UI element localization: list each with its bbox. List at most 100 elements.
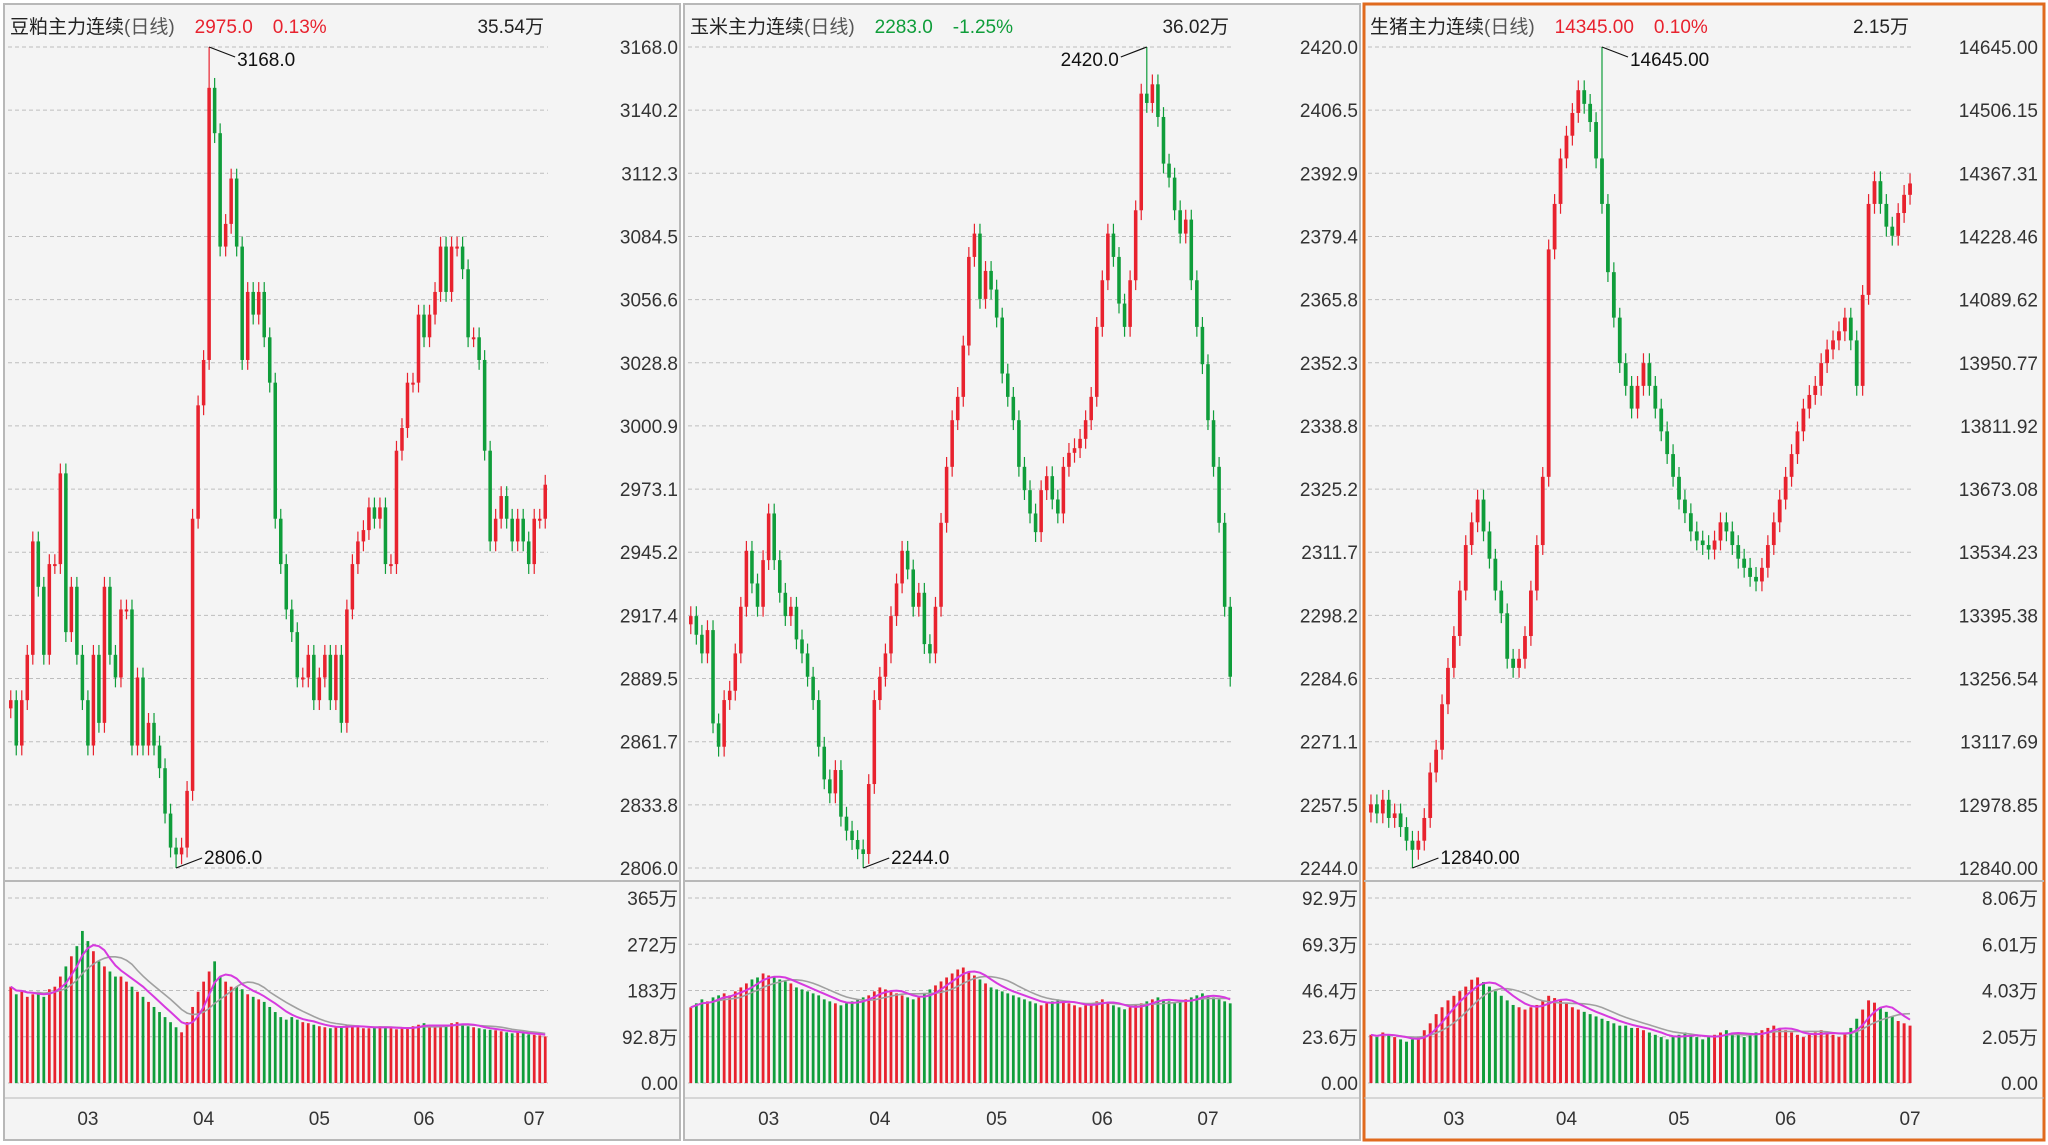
volume-bar bbox=[516, 1032, 520, 1083]
candle-body bbox=[1641, 363, 1646, 386]
candle-body bbox=[1446, 667, 1450, 705]
volume-bar bbox=[1665, 1039, 1669, 1083]
candle-body bbox=[1033, 513, 1038, 533]
volume-bar bbox=[328, 1028, 332, 1083]
volume-bar bbox=[9, 986, 13, 1083]
volume-bar bbox=[789, 983, 793, 1083]
candle-body bbox=[1178, 210, 1182, 234]
candle-body bbox=[471, 337, 476, 340]
volume-bar bbox=[1559, 1000, 1563, 1083]
panel-frame bbox=[683, 3, 1361, 1141]
volume-bar bbox=[1641, 1030, 1645, 1083]
price-tick-label: 2806.0 bbox=[620, 859, 678, 880]
candle-body bbox=[766, 513, 771, 561]
candle-body bbox=[1106, 233, 1110, 281]
volume-bar bbox=[312, 1024, 316, 1083]
candle-body bbox=[499, 496, 503, 519]
candle-body bbox=[1558, 158, 1563, 204]
volume-bar bbox=[1873, 1002, 1876, 1083]
volume-bar bbox=[152, 1006, 156, 1083]
period-label: (日线) bbox=[804, 16, 855, 38]
volume-bar bbox=[1223, 1001, 1227, 1083]
chart-panel-1[interactable]: 2420.0 2406.5 2392.9 2379.4 2365.8 2352.3 2338… bbox=[683, 3, 1361, 1141]
volume-bar bbox=[1145, 1001, 1149, 1083]
candle-body bbox=[532, 518, 536, 565]
price-tick-label: 12978.85 bbox=[1959, 796, 2038, 817]
volume-bar bbox=[213, 961, 217, 1083]
candle-body bbox=[504, 496, 509, 519]
candle-body bbox=[317, 677, 322, 701]
chart-panel-2[interactable]: 14645.00 14506.15 14367.31 14228.46 14089.62… bbox=[1362, 2, 2046, 1142]
candle-body bbox=[97, 654, 101, 723]
candle-body bbox=[1028, 490, 1032, 514]
volume-bar bbox=[783, 981, 787, 1083]
candle-body bbox=[482, 359, 487, 451]
volume-bar bbox=[884, 989, 887, 1083]
volume-bar bbox=[928, 989, 932, 1083]
volume-bar bbox=[1393, 1037, 1397, 1083]
volume-bar bbox=[25, 996, 29, 1083]
price-tick-label: 3112.3 bbox=[621, 164, 678, 185]
candle-body bbox=[1404, 827, 1409, 841]
last-price: 2283.0 bbox=[875, 17, 933, 38]
volume-bar bbox=[1570, 1007, 1574, 1083]
candle-body bbox=[433, 291, 437, 315]
candle-body bbox=[1011, 396, 1016, 421]
candle-body bbox=[1505, 613, 1510, 659]
volume-bar bbox=[989, 987, 993, 1083]
candle-body bbox=[911, 569, 916, 607]
candle-body bbox=[455, 246, 459, 249]
candle-body bbox=[777, 560, 782, 593]
volume-bar bbox=[75, 946, 79, 1083]
volume-bar bbox=[1689, 1034, 1693, 1083]
candle-body bbox=[334, 654, 338, 701]
price-tick-label: 13673.08 bbox=[1959, 480, 2038, 501]
candle-body bbox=[1629, 385, 1634, 409]
price-tick-label: 2338.8 bbox=[1300, 417, 1358, 438]
volume-bar bbox=[1807, 1034, 1811, 1083]
month-label: 07 bbox=[1899, 1109, 1920, 1130]
candle-body bbox=[201, 359, 206, 406]
high-annotation: 2420.0 bbox=[1061, 50, 1119, 71]
candle-body bbox=[961, 345, 966, 397]
candle-body bbox=[1083, 420, 1088, 439]
candle-body bbox=[711, 630, 715, 724]
volume-tick-label: 2.05万 bbox=[1982, 1028, 2038, 1049]
candle-body bbox=[1469, 522, 1474, 546]
volume-bar bbox=[1464, 986, 1468, 1083]
instrument-name: 玉米主力连续 bbox=[690, 16, 804, 38]
volume-bar bbox=[196, 991, 200, 1083]
candle-body bbox=[273, 382, 278, 519]
volume-bar bbox=[1600, 1018, 1604, 1083]
candle-body bbox=[1801, 408, 1806, 432]
candle-body bbox=[1183, 219, 1188, 234]
candle-body bbox=[1499, 590, 1504, 614]
volume-bar bbox=[1028, 1001, 1032, 1083]
volume-bar bbox=[262, 1001, 266, 1083]
candle-body bbox=[301, 677, 305, 680]
volume-bar bbox=[422, 1023, 426, 1083]
candle-body bbox=[983, 270, 988, 299]
volume-bar bbox=[1713, 1034, 1717, 1083]
price-change: 0.10% bbox=[1654, 17, 1708, 38]
price-tick-label: 3168.0 bbox=[620, 38, 678, 59]
volume-bar bbox=[1128, 1007, 1132, 1083]
candle-body bbox=[1896, 213, 1901, 236]
candle-body bbox=[521, 518, 525, 542]
price-tick-label: 2271.1 bbox=[1300, 733, 1358, 754]
volume-bar bbox=[373, 1027, 376, 1083]
volume-bar bbox=[1825, 1032, 1829, 1083]
volume-bar bbox=[945, 977, 948, 1083]
candle-body bbox=[1005, 373, 1010, 397]
candle-body bbox=[256, 291, 261, 315]
volume-bar bbox=[521, 1033, 525, 1083]
volume-tick-label: 272万 bbox=[627, 935, 678, 956]
candle-body bbox=[772, 513, 776, 561]
volume-bar bbox=[284, 1019, 288, 1083]
chart-panel-0[interactable]: 3168.0 3140.2 3112.3 3084.5 3056.6 3028.8 3000… bbox=[3, 3, 681, 1141]
volume-tick-label: 6.01万 bbox=[1982, 935, 2038, 956]
volume-bar bbox=[700, 999, 704, 1083]
volume-bar bbox=[1861, 1009, 1865, 1083]
candle-body bbox=[1139, 93, 1144, 211]
volume-bar bbox=[1813, 1032, 1817, 1083]
